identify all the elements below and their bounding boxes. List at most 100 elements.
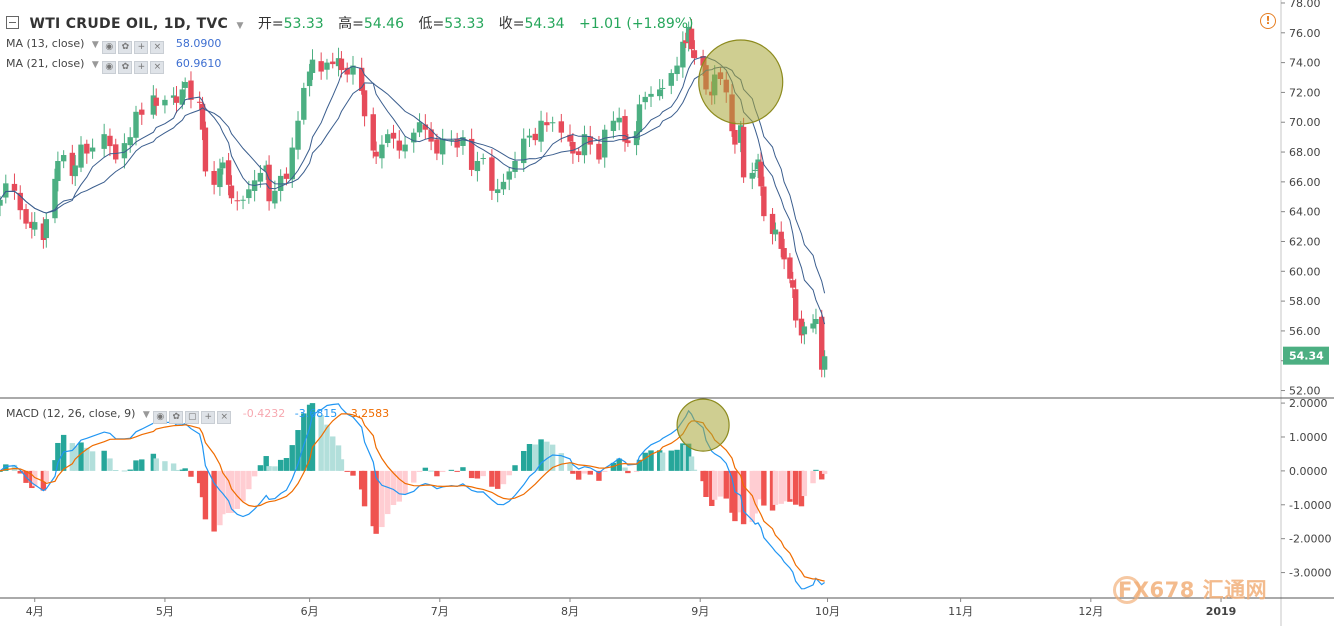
macd-histogram-bar bbox=[257, 465, 264, 471]
candle-body bbox=[283, 173, 290, 179]
candle-body bbox=[43, 219, 49, 239]
macd-tick-label: -2.0000 bbox=[1289, 533, 1331, 546]
macd-histogram-bar bbox=[32, 470, 38, 487]
candle-body bbox=[636, 104, 643, 132]
candle-body bbox=[521, 138, 527, 164]
macd-histogram-bar bbox=[295, 430, 301, 471]
candle-body bbox=[225, 160, 232, 185]
candle-body bbox=[575, 151, 582, 156]
macd-histogram-bar bbox=[225, 470, 232, 514]
macd-histogram-bar bbox=[821, 470, 828, 474]
watermark-logo-icon bbox=[1113, 576, 1141, 604]
macd-histogram-bar bbox=[538, 439, 544, 471]
candle-body bbox=[170, 95, 177, 98]
candle-body bbox=[29, 221, 35, 229]
macd-histogram-bar bbox=[729, 470, 735, 513]
open-label: 开= bbox=[257, 16, 284, 32]
candle-body bbox=[700, 56, 706, 66]
candle-body bbox=[17, 192, 23, 211]
macd-histogram-bar bbox=[810, 470, 816, 484]
macd-label[interactable]: MACD (12, 26, close, 9) bbox=[6, 407, 136, 420]
dropdown-icon[interactable]: ▼ bbox=[91, 40, 99, 50]
macd-tick-label: -3.0000 bbox=[1289, 567, 1331, 580]
macd-histogram-bar bbox=[385, 470, 391, 515]
candle-body bbox=[468, 138, 475, 170]
candle-body bbox=[179, 89, 185, 105]
close-icon[interactable]: × bbox=[217, 411, 232, 424]
dropdown-icon[interactable]: ▼ bbox=[142, 410, 150, 420]
macd-histogram-bar bbox=[428, 470, 434, 472]
macd-histogram-bar bbox=[717, 470, 724, 497]
macd-histogram-bar bbox=[240, 470, 246, 502]
dropdown-icon[interactable]: ▼ bbox=[91, 60, 99, 70]
add-icon[interactable]: + bbox=[134, 41, 149, 54]
macd-histogram-bar bbox=[277, 459, 284, 471]
macd-histogram-bar bbox=[761, 470, 767, 506]
fullscreen-icon[interactable]: ▢ bbox=[185, 411, 200, 424]
candle-body bbox=[755, 159, 761, 170]
ma21-label[interactable]: MA (21, close) bbox=[6, 57, 85, 70]
macd-histogram-bar bbox=[781, 470, 787, 502]
macd-histogram-bar bbox=[55, 442, 61, 471]
macd-histogram-bar bbox=[468, 470, 475, 479]
candle-body bbox=[648, 93, 654, 97]
settings-icon[interactable]: ✿ bbox=[118, 41, 133, 54]
candle-body bbox=[659, 87, 666, 89]
candle-body bbox=[344, 67, 350, 75]
macd-histogram-bar bbox=[344, 470, 350, 472]
settings-icon[interactable]: ✿ bbox=[169, 411, 184, 424]
macd-histogram-bar bbox=[0, 470, 3, 472]
close-icon[interactable]: × bbox=[150, 41, 165, 54]
macd-histogram-bar bbox=[711, 470, 718, 500]
candle-body bbox=[220, 162, 226, 169]
dropdown-icon[interactable]: ▼ bbox=[236, 21, 244, 31]
candle-body bbox=[113, 144, 119, 160]
ma13-label[interactable]: MA (13, close) bbox=[6, 37, 85, 50]
settings-icon[interactable]: ✿ bbox=[118, 61, 133, 74]
change-value: +1.01 (+1.89%) bbox=[579, 16, 694, 32]
candle-body bbox=[685, 26, 692, 42]
eye-icon[interactable]: ◉ bbox=[153, 411, 168, 424]
collapse-icon[interactable] bbox=[6, 16, 19, 29]
add-icon[interactable]: + bbox=[201, 411, 216, 424]
candle-body bbox=[668, 73, 674, 86]
macd-histogram-bar bbox=[361, 470, 368, 507]
macd-histogram-bar bbox=[532, 444, 538, 471]
candle-body bbox=[0, 199, 3, 206]
eye-icon[interactable]: ◉ bbox=[102, 61, 117, 74]
macd-histogram-bar bbox=[318, 415, 324, 471]
macd-histogram-bar bbox=[162, 461, 168, 471]
candle-body bbox=[379, 144, 385, 159]
time-tick-label: 4月 bbox=[26, 605, 44, 618]
candle-body bbox=[460, 137, 466, 146]
close-icon[interactable]: × bbox=[150, 61, 165, 74]
last-price-label: 54.34 bbox=[1289, 350, 1324, 363]
macd-histogram-bar bbox=[575, 470, 582, 480]
candle-body bbox=[257, 172, 264, 182]
macd-histogram-bar bbox=[558, 453, 565, 471]
candle-body bbox=[787, 257, 793, 279]
candle-body bbox=[72, 165, 78, 177]
eye-icon[interactable]: ◉ bbox=[102, 41, 117, 54]
candle-body bbox=[761, 186, 767, 217]
time-tick-label: 5月 bbox=[156, 605, 174, 618]
macd-histogram-bar bbox=[633, 470, 640, 472]
macd-histogram-bar bbox=[133, 460, 139, 471]
add-icon[interactable]: + bbox=[134, 61, 149, 74]
candle-body bbox=[532, 133, 538, 141]
candle-body bbox=[801, 326, 808, 335]
ma13-value: 58.0900 bbox=[175, 37, 222, 50]
price-tick-label: 58.00 bbox=[1289, 295, 1321, 308]
candle-body bbox=[512, 160, 518, 172]
symbol-title[interactable]: WTI CRUDE OIL, 1D, TVC bbox=[29, 16, 229, 32]
candle-body bbox=[150, 95, 157, 115]
macd-histogram-bar bbox=[819, 470, 825, 480]
candle-body bbox=[570, 141, 576, 154]
candle-body bbox=[434, 139, 440, 154]
candle-body bbox=[196, 101, 203, 103]
highlight-circle bbox=[676, 398, 730, 452]
time-tick-label: 9月 bbox=[691, 605, 709, 618]
macd-histogram-bar bbox=[625, 470, 631, 474]
alert-icon[interactable]: ! bbox=[1260, 13, 1276, 29]
